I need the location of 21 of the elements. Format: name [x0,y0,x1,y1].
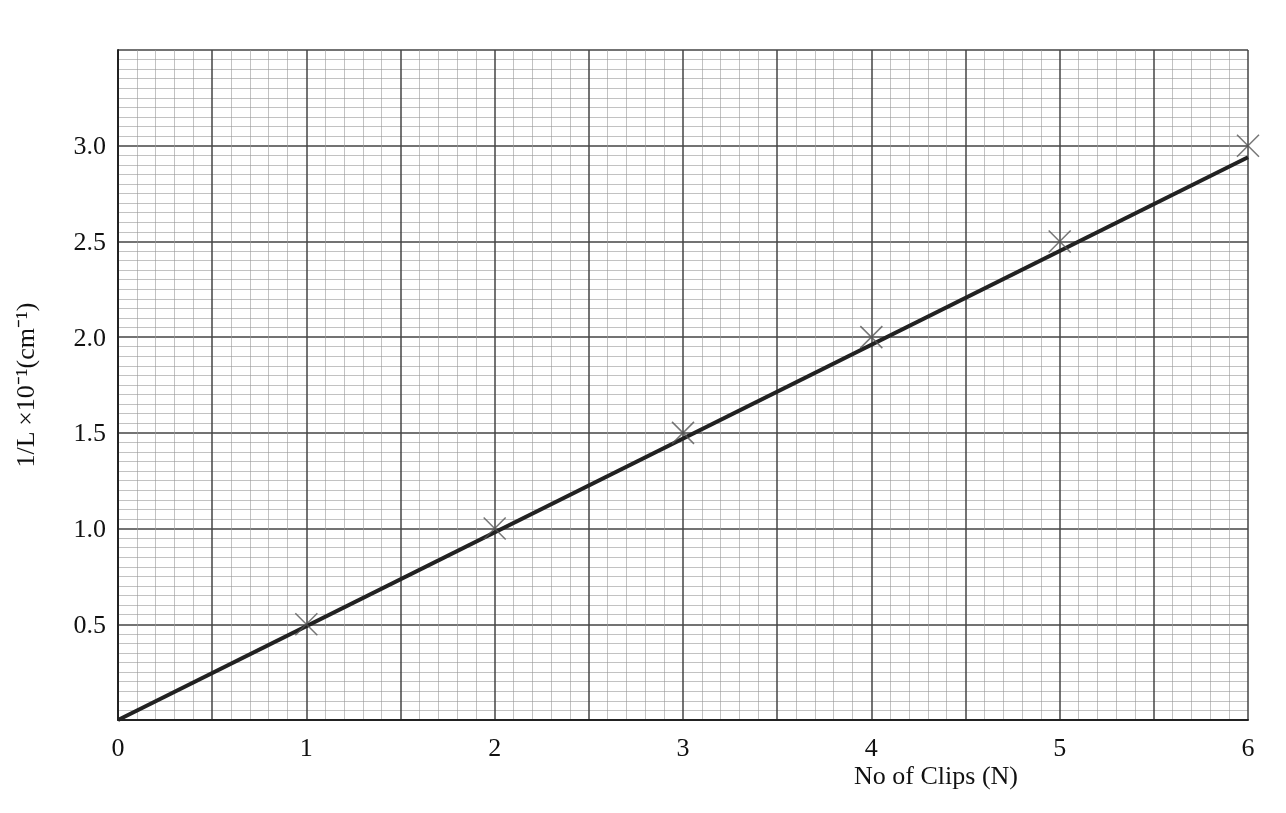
y-tick-label: 2.0 [73,322,106,352]
x-tick-label: 1 [299,732,313,762]
point [294,612,319,637]
x-tick-label: 4 [864,732,878,762]
y-tick-label: 1.5 [73,418,106,448]
x-tick-label: 2 [488,732,502,762]
x-tick-label: 0 [111,732,125,762]
y-axis-title: 1/L ×10⁻¹(cm⁻¹) [10,302,40,468]
y-tick-label: 2.5 [73,226,106,256]
x-tick-label: 6 [1241,732,1255,762]
x-tick-label: 5 [1053,732,1067,762]
y-tick-label: 1.0 [73,514,106,544]
point [1236,133,1260,158]
point [482,516,507,541]
x-axis-title: No of Clips (N) [854,760,1018,790]
point [859,325,884,349]
y-tick-label: 3.0 [73,131,106,161]
point [671,421,695,445]
point [1047,229,1072,254]
x-tick-label: 3 [676,732,690,762]
y-tick-label: 0.5 [73,609,106,639]
